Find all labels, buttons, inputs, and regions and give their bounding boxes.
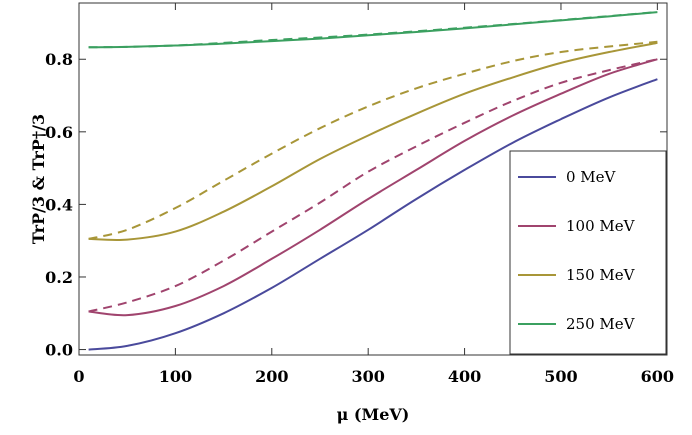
legend-label: 0 MeV <box>566 168 617 186</box>
y-tick-label: 0.6 <box>45 123 73 142</box>
series-lines <box>88 11 658 351</box>
y-tick-label: 0.8 <box>45 50 73 69</box>
series-0-solid-line <box>88 78 658 351</box>
x-tick-label: 100 <box>159 367 192 386</box>
x-tick-label: 300 <box>351 367 384 386</box>
legend-label: 150 MeV <box>566 266 636 284</box>
series-3-dashed-line <box>88 11 658 49</box>
x-tick-label: 200 <box>255 367 288 386</box>
x-tick-label: 600 <box>641 367 674 386</box>
x-tick-label: 0 <box>73 367 84 386</box>
x-tick-label: 400 <box>448 367 481 386</box>
y-tick-label: 0.0 <box>45 341 73 360</box>
x-axis-label: μ (MeV) <box>337 405 410 424</box>
series-3-solid-line <box>88 11 658 49</box>
series-2-dashed-line <box>88 40 658 240</box>
series-1-dashed-line <box>88 58 658 313</box>
plot-frame <box>78 2 668 356</box>
legend-label: 250 MeV <box>566 315 636 333</box>
y-tick-label: 0.2 <box>45 268 73 287</box>
series-2-solid-line <box>88 41 658 242</box>
y-axis-label: TrP/3 & TrP†/3 <box>29 114 48 244</box>
legend-box <box>509 150 667 355</box>
legend-items: 0 MeV 100 MeV 150 MeV 250 MeV <box>518 168 636 333</box>
legend: 0 MeV 100 MeV 150 MeV 250 MeV <box>509 150 667 355</box>
y-tick-label: 0.4 <box>45 195 73 214</box>
series-1-solid-line <box>88 58 658 317</box>
legend-label: 100 MeV <box>566 217 636 235</box>
x-tick-label: 500 <box>544 367 577 386</box>
